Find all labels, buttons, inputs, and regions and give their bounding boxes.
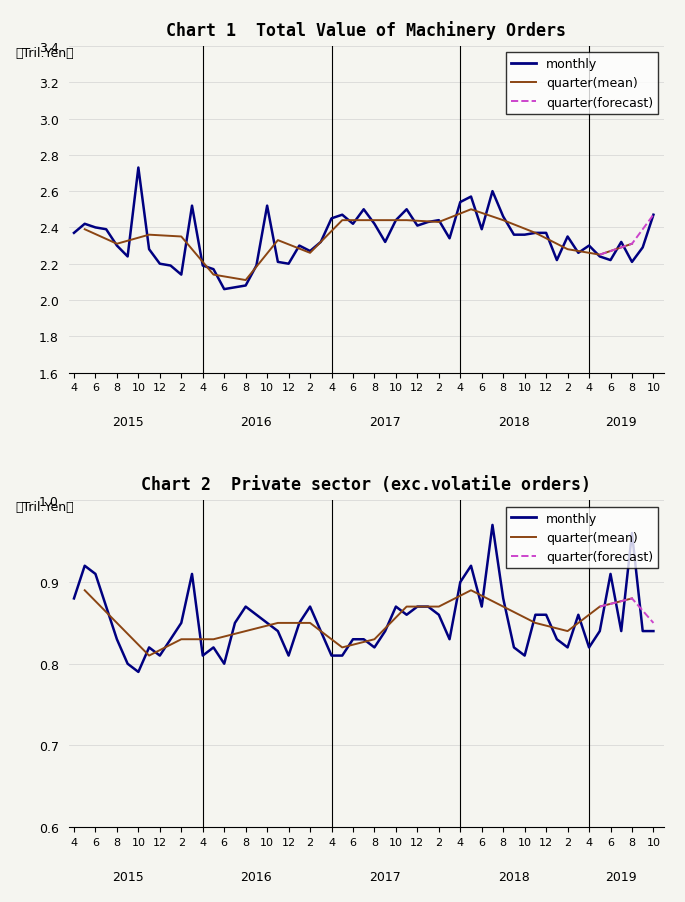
Text: （Tril.Yen）: （Tril.Yen） xyxy=(15,501,73,514)
Text: 2018: 2018 xyxy=(498,416,530,428)
Text: 2017: 2017 xyxy=(369,870,401,882)
Text: （Tril.Yen）: （Tril.Yen） xyxy=(15,47,73,60)
Text: 2018: 2018 xyxy=(498,870,530,882)
Text: 2015: 2015 xyxy=(112,416,143,428)
Text: 2015: 2015 xyxy=(112,870,143,882)
Text: 2019: 2019 xyxy=(606,870,637,882)
Text: 2019: 2019 xyxy=(606,416,637,428)
Text: 2016: 2016 xyxy=(240,870,272,882)
Legend: monthly, quarter(mean), quarter(forecast): monthly, quarter(mean), quarter(forecast… xyxy=(506,507,658,568)
Title: Chart 2  Private sector (exc.volatile orders): Chart 2 Private sector (exc.volatile ord… xyxy=(141,475,591,493)
Text: 2017: 2017 xyxy=(369,416,401,428)
Legend: monthly, quarter(mean), quarter(forecast): monthly, quarter(mean), quarter(forecast… xyxy=(506,53,658,115)
Title: Chart 1  Total Value of Machinery Orders: Chart 1 Total Value of Machinery Orders xyxy=(166,21,566,40)
Text: 2016: 2016 xyxy=(240,416,272,428)
